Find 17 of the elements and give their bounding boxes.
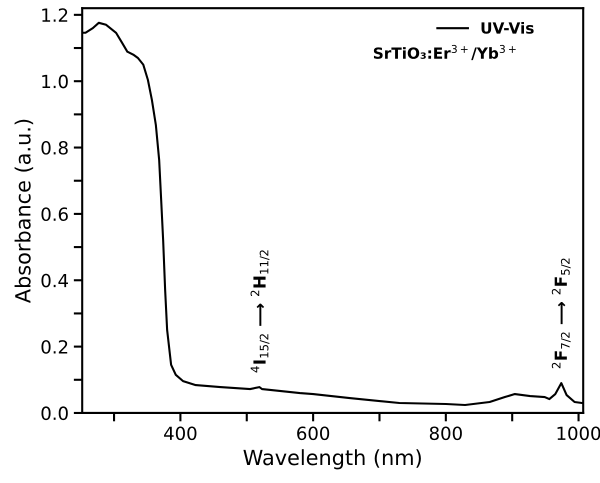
- y-tick-label: 0.0: [41, 406, 68, 420]
- y-tick-label: 0.2: [41, 340, 68, 354]
- x-tick-label: 400: [164, 426, 196, 440]
- y-axis-title: Absorbance (a.u.): [14, 120, 34, 304]
- x-tick-label: 800: [430, 426, 462, 440]
- y-tick-label: 0.8: [41, 141, 68, 155]
- y-tick-label: 1.2: [42, 8, 68, 22]
- x-tick-label: 1000: [558, 426, 600, 440]
- y-tick-label: 1.0: [42, 74, 68, 88]
- x-axis-title: Wavelength (nm): [243, 449, 421, 470]
- legend-label: UV-Vis: [482, 22, 534, 34]
- y-tick-label: 0.4: [41, 274, 68, 288]
- y-tick-label: 0.6: [41, 207, 68, 222]
- annotation: $^{2}$F$_{7/2}$ ⟶ $^{2}$F$_{5/2}$: [552, 258, 571, 368]
- annotation: $^{4}$I$_{15/2}$ ⟶ $^{2}$H$_{11/2}$: [250, 250, 270, 372]
- x-tick-label: 600: [297, 426, 330, 440]
- annotation: SrTiO₃:Er$^{3+}$/Yb$^{3+}$: [374, 44, 516, 60]
